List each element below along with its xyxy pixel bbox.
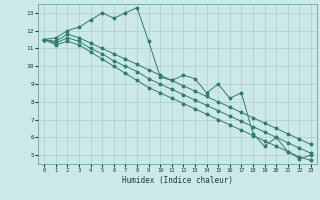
X-axis label: Humidex (Indice chaleur): Humidex (Indice chaleur) bbox=[122, 176, 233, 185]
